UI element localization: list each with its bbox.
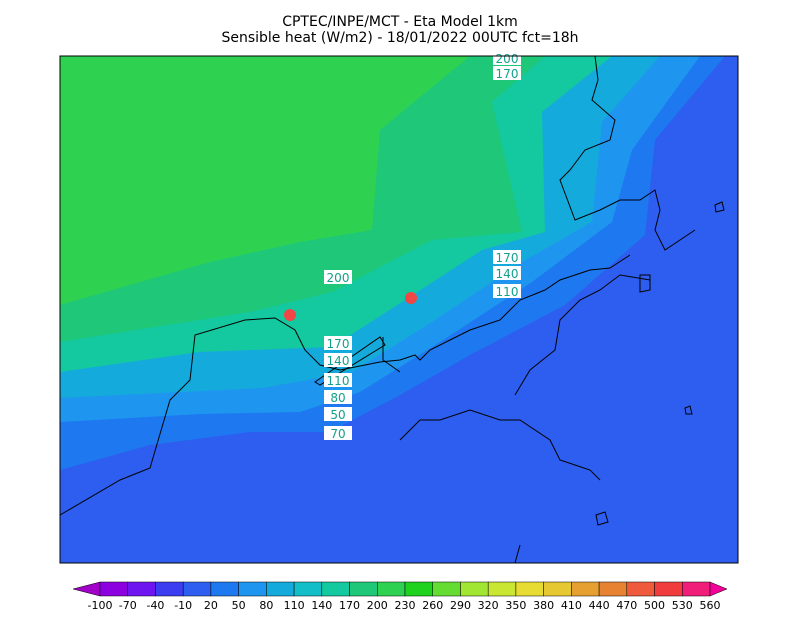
colorbar-arrow	[709, 581, 728, 597]
contour-label: 140	[327, 354, 350, 368]
colorbar-label: 230	[395, 599, 416, 612]
colorbar-box	[571, 581, 600, 597]
title-line: Sensible heat (W/m2) - 18/01/2022 00UTC …	[221, 30, 578, 46]
colorbar-box	[293, 581, 323, 597]
colorbar-label: -100	[88, 599, 113, 612]
colorbar-label: 110	[284, 599, 305, 612]
colorbar-label: 290	[450, 599, 471, 612]
colorbar-label: 440	[589, 599, 610, 612]
colorbar-box	[377, 581, 406, 597]
map-field	[60, 56, 738, 563]
contour-label: 110	[496, 285, 519, 299]
colorbar-label: -70	[119, 599, 137, 612]
contour-label-box	[324, 426, 352, 440]
colorbar-label: 500	[644, 599, 665, 612]
colorbar-label: 380	[533, 599, 554, 612]
contour-label: 50	[330, 408, 345, 422]
colorbar-box	[654, 581, 683, 597]
contour-label: 170	[496, 251, 519, 265]
colorbar-box	[99, 581, 128, 597]
contour-label: 200	[327, 271, 350, 285]
colorbar-box	[404, 581, 433, 597]
colorbar-box	[321, 581, 350, 597]
contour-label-box	[324, 390, 352, 404]
colorbar-label: 20	[204, 599, 218, 612]
title-line: CPTEC/INPE/MCT - Eta Model 1km	[282, 14, 518, 30]
colorbar-label: 350	[505, 599, 526, 612]
contour-label-box	[324, 407, 352, 421]
plot-frame	[59, 55, 739, 564]
colorbar-box	[626, 581, 655, 597]
colorbar-label: 560	[700, 599, 721, 612]
contour-label: 200	[496, 52, 519, 66]
contour-label-box	[493, 51, 521, 65]
contour-label: 170	[496, 67, 519, 81]
colorbar-box	[210, 581, 239, 597]
colorbar-box	[460, 581, 489, 597]
colorbar-label: 260	[422, 599, 443, 612]
colorbar-label: 410	[561, 599, 582, 612]
colorbar-box	[515, 581, 544, 597]
contour-label-box	[493, 250, 521, 264]
contour-label-box	[493, 66, 521, 80]
contour-label: 140	[496, 267, 519, 281]
colorbar-box	[598, 581, 628, 597]
contour-label-box	[493, 266, 521, 280]
contour-label: 110	[327, 374, 350, 388]
colorbar-label: -10	[174, 599, 192, 612]
colorbar-label: 170	[339, 599, 360, 612]
contour-label-box	[324, 373, 352, 387]
colorbar-label: 80	[259, 599, 273, 612]
colorbar-label: 320	[478, 599, 499, 612]
colorbar-box	[155, 581, 184, 597]
contour-label-box	[324, 336, 352, 350]
colorbar-box	[543, 581, 572, 597]
contour-label-box	[493, 284, 521, 298]
colorbar-box	[238, 581, 267, 597]
colorbar-label: 530	[672, 599, 693, 612]
colorbar-arrow	[72, 581, 101, 597]
colorbar-box	[266, 581, 295, 597]
colorbar: -100 -70 -40 -10 20 50 80 110 140 170 200 230 260 290…	[72, 581, 728, 612]
contour-label: 170	[327, 337, 350, 351]
colorbar-box	[682, 581, 711, 597]
contour-label-box	[324, 353, 352, 367]
colorbar-label: -40	[146, 599, 164, 612]
colorbar-box	[349, 581, 378, 597]
colorbar-box	[432, 581, 461, 597]
colorbar-label: 140	[311, 599, 332, 612]
colorbar-label: 50	[232, 599, 246, 612]
contour-label: 80	[330, 391, 345, 405]
colorbar-label: 200	[367, 599, 388, 612]
colorbar-box	[182, 581, 212, 597]
contour-label-box	[324, 270, 352, 284]
colorbar-box	[487, 581, 517, 597]
colorbar-box	[127, 581, 156, 597]
colorbar-label: 470	[616, 599, 637, 612]
coastline	[59, 55, 725, 564]
contour-label: 70	[330, 427, 345, 441]
